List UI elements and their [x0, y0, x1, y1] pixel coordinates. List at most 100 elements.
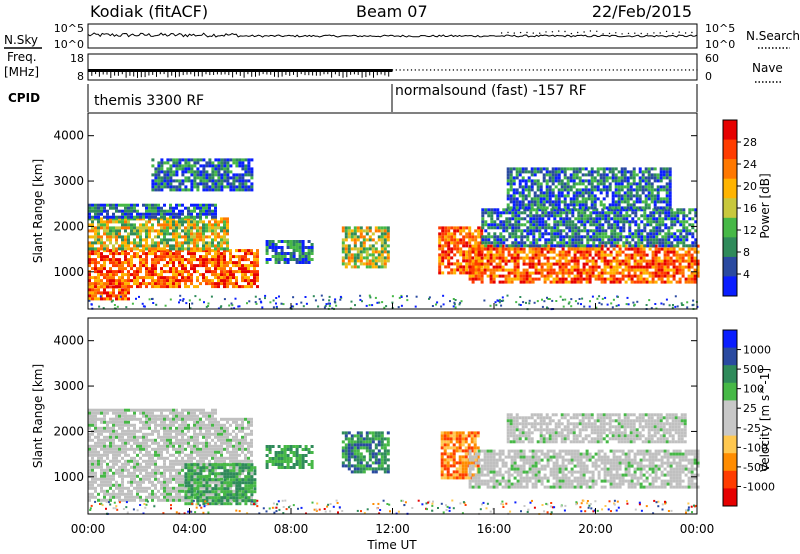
range-gate-cell	[151, 215, 154, 219]
range-gate-cell	[145, 276, 148, 280]
range-gate-cell	[169, 185, 173, 189]
range-gate-cell	[190, 185, 194, 189]
range-gate-cell	[292, 258, 296, 261]
range-gate-cell	[241, 176, 245, 180]
range-gate-cell	[124, 258, 127, 262]
range-gate-cell	[136, 444, 139, 448]
range-gate-cell	[139, 276, 142, 280]
range-gate-cell	[118, 471, 121, 475]
range-gate-cell	[205, 203, 208, 207]
range-gate-cell	[199, 261, 202, 265]
range-gate-cell	[477, 262, 481, 266]
noise-cell	[665, 298, 668, 301]
range-gate-cell	[94, 264, 97, 268]
range-gate-cell	[172, 185, 176, 189]
range-gate-cell	[238, 185, 242, 189]
range-gate-cell	[307, 258, 311, 261]
range-gate-cell	[226, 247, 229, 251]
range-gate-cell	[585, 280, 589, 284]
range-gate-cell	[169, 255, 172, 259]
nave-point	[643, 69, 645, 71]
range-gate-cell	[154, 179, 158, 183]
range-gate-cell	[468, 229, 472, 233]
range-gate-cell	[94, 447, 97, 451]
range-gate-cell	[94, 282, 97, 286]
noise-cell	[577, 302, 580, 305]
range-gate-cell	[581, 167, 585, 171]
range-gate-cell	[616, 208, 620, 212]
range-gate-cell	[247, 188, 251, 192]
range-gate-cell	[151, 158, 155, 162]
range-gate-cell	[493, 220, 497, 224]
range-gate-cell	[690, 253, 694, 257]
range-gate-cell	[214, 173, 218, 177]
range-gate-cell	[584, 167, 588, 171]
range-gate-cell	[241, 179, 245, 183]
noise-cell	[339, 298, 342, 301]
range-gate-cell	[672, 259, 676, 263]
range-gate-cell	[295, 258, 299, 261]
range-gate-cell	[304, 258, 308, 261]
nave-point	[487, 69, 489, 71]
range-gate-cell	[638, 179, 642, 183]
range-gate-cell	[133, 429, 136, 433]
range-gate-cell	[595, 235, 599, 239]
range-gate-cell	[693, 250, 697, 254]
range-gate-cell	[184, 282, 187, 286]
range-gate-cell	[528, 271, 532, 275]
nave-point	[631, 69, 633, 71]
range-gate-cell	[223, 170, 227, 174]
range-gate-cell	[553, 220, 557, 224]
range-gate-cell	[91, 453, 94, 457]
range-gate-cell	[575, 182, 579, 186]
range-gate-cell	[97, 270, 100, 274]
range-gate-cell	[571, 220, 575, 224]
range-gate-cell	[647, 194, 651, 198]
range-gate-cell	[154, 170, 158, 174]
range-gate-cell	[121, 429, 124, 433]
range-gate-cell	[559, 208, 563, 212]
range-gate-cell	[148, 215, 151, 219]
range-gate-cell	[555, 271, 559, 275]
range-gate-cell	[593, 200, 597, 204]
range-gate-cell	[641, 173, 645, 177]
range-gate-cell	[175, 279, 178, 283]
range-gate-cell	[169, 182, 173, 186]
range-gate-cell	[100, 483, 103, 487]
range-gate-cell	[136, 435, 139, 439]
range-gate-cell	[565, 244, 569, 248]
range-gate-cell	[88, 279, 91, 283]
range-gate-cell	[539, 188, 543, 192]
range-gate-cell	[139, 241, 142, 245]
range-gate-cell	[614, 176, 618, 180]
range-gate-cell	[556, 208, 560, 212]
range-gate-cell	[558, 259, 562, 263]
range-gate-cell	[613, 214, 617, 218]
range-gate-cell	[100, 474, 103, 478]
range-gate-cell	[208, 206, 211, 210]
range-gate-cell	[289, 240, 293, 243]
range-gate-cell	[208, 185, 212, 189]
range-gate-cell	[139, 285, 142, 289]
range-gate-cell	[565, 235, 569, 239]
range-gate-cell	[359, 235, 363, 239]
range-gate-cell	[652, 235, 656, 239]
range-gate-cell	[88, 450, 91, 454]
range-gate-cell	[594, 259, 598, 263]
range-gate-cell	[444, 244, 448, 248]
range-gate-cell	[580, 211, 584, 215]
range-gate-cell	[633, 259, 637, 263]
noise-cell	[600, 303, 603, 306]
range-gate-cell	[88, 468, 91, 472]
range-gate-cell	[649, 232, 653, 236]
range-gate-cell	[572, 191, 576, 195]
range-gate-cell	[214, 188, 218, 192]
range-gate-cell	[480, 256, 484, 260]
range-gate-cell	[238, 258, 241, 262]
range-gate-cell	[91, 450, 94, 454]
range-gate-cell	[217, 167, 221, 171]
range-gate-cell	[569, 203, 573, 207]
range-gate-cell	[611, 176, 615, 180]
range-gate-cell	[88, 235, 91, 239]
range-gate-cell	[593, 188, 597, 192]
